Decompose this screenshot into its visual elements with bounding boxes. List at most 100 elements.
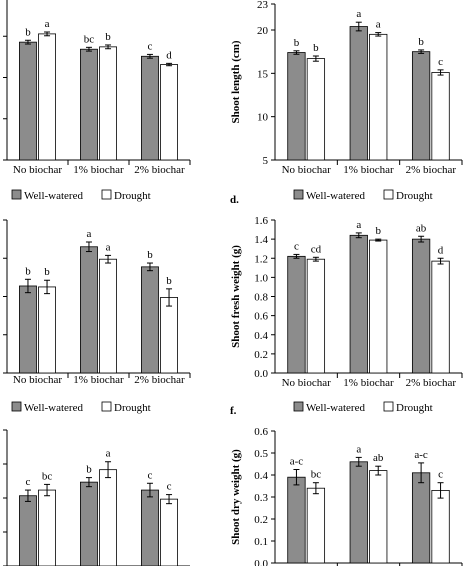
significance-letter: a (106, 448, 111, 460)
bar (431, 489, 450, 564)
bar (287, 52, 306, 161)
y-tick-label: 0.6 (254, 426, 268, 438)
bar (411, 238, 431, 374)
significance-letter: a-c (414, 449, 428, 461)
x-tick-label: No biochar (13, 164, 63, 176)
significance-letter: b (313, 42, 319, 54)
y-axis-label: Shoot length (cm) (230, 40, 242, 123)
bar (141, 489, 159, 566)
significance-letter: b (25, 265, 31, 277)
significance-letter: bc (84, 33, 95, 45)
bar (306, 487, 326, 564)
bar (349, 461, 368, 564)
legend: Well-watered Drought (11, 401, 151, 414)
bar (19, 41, 37, 161)
y-tick-label: 0.3 (254, 492, 268, 504)
significance-letter: d (166, 49, 172, 61)
legend-swatch-well-watered (11, 401, 22, 412)
x-tick-label: 1% biochar (73, 164, 124, 176)
significance-letter: a (45, 18, 50, 30)
y-tick-label: 23 (257, 0, 269, 11)
y-tick-label: 0.1 (254, 536, 268, 548)
y-tick-label: 0.4 (254, 330, 268, 342)
chart-c: No biochar b b 1% biochar a a 2% biochar b b (3, 219, 191, 386)
y-tick-label: 0.4 (254, 470, 268, 482)
significance-letter: b (166, 275, 172, 287)
significance-letter: ab (416, 222, 427, 234)
bar (306, 58, 326, 161)
x-tick-label: 1% biochar (343, 164, 394, 176)
bar (38, 286, 56, 374)
bar (141, 266, 159, 374)
bar (287, 476, 306, 564)
bar (160, 498, 178, 566)
y-axis-label: Shoot fresh weight (g) (230, 245, 242, 348)
x-tick-label: 2% biochar (406, 164, 457, 176)
significance-letter: c (26, 476, 31, 488)
y-tick-label: 1.4 (254, 234, 268, 246)
chart-b: 5 10 15 20 23 Shoot length (cm) No biochar b b 1%… (230, 0, 463, 176)
y-tick-label: 5 (263, 155, 269, 167)
legend-swatch-well-watered (293, 401, 304, 412)
significance-letter: b (86, 464, 92, 476)
y-tick-label: 0.5 (254, 448, 268, 460)
x-tick-label: 2% biochar (406, 377, 457, 389)
significance-letter: bc (42, 470, 53, 482)
y-tick-label: 10 (257, 112, 269, 124)
y-tick-label: 1.0 (254, 272, 268, 284)
significance-letter: a (376, 19, 381, 31)
legend-swatch-drought (383, 189, 394, 200)
x-tick-label: No biochar (282, 377, 332, 389)
significance-letter: b (25, 26, 31, 38)
significance-letter: a (106, 241, 111, 253)
y-tick-label: 0.6 (254, 311, 268, 323)
y-tick-label: 15 (257, 68, 269, 80)
bar (160, 64, 178, 161)
significance-letter: d (438, 244, 444, 256)
legend-label-well-watered: Well-watered (24, 190, 83, 202)
bar (431, 72, 450, 161)
legend: Well-watered Drought (293, 401, 433, 414)
significance-letter: ab (373, 452, 384, 464)
x-tick-label: 2% biochar (134, 164, 185, 176)
bar (80, 481, 98, 566)
y-tick-label: 1.6 (254, 215, 268, 227)
bar (431, 260, 450, 374)
bar (369, 470, 388, 564)
bar (38, 33, 56, 161)
panel-letter: d. (230, 194, 239, 206)
legend-label-drought: Drought (396, 190, 433, 202)
legend-label-well-watered: Well-watered (306, 402, 365, 414)
y-tick-label: 0.2 (254, 349, 268, 361)
y-tick-label: 0.0 (254, 368, 268, 380)
legend-swatch-well-watered (11, 189, 22, 200)
legend-swatch-drought (101, 401, 112, 412)
significance-letter: b (44, 266, 50, 278)
panel-letter: f. (230, 405, 237, 417)
y-tick-label: 20 (257, 25, 269, 37)
bar (80, 48, 98, 161)
y-tick-label: 0.8 (254, 292, 268, 304)
significance-letter: c (148, 40, 153, 52)
significance-letter: b (147, 249, 153, 261)
y-axis-label: Shoot dry weight (g) (230, 449, 242, 545)
significance-letter: b (105, 31, 111, 43)
y-tick-label: 0.0 (254, 558, 268, 566)
significance-letter: c (438, 469, 443, 481)
bar (38, 489, 56, 566)
bar (287, 255, 306, 374)
legend-label-well-watered: Well-watered (24, 402, 83, 414)
bar (99, 469, 117, 566)
bar (369, 33, 388, 161)
bar (411, 472, 431, 564)
legend-swatch-drought (383, 401, 394, 412)
significance-letter: c (167, 481, 172, 493)
significance-letter: a (356, 219, 361, 231)
bar (349, 234, 368, 374)
significance-letter: c (438, 56, 443, 68)
significance-letter: b (418, 36, 424, 48)
bar (19, 495, 37, 566)
chart-f: 0.0 0.1 0.2 0.3 0.4 0.5 0.6 Shoot dry weight (g… (230, 426, 463, 566)
